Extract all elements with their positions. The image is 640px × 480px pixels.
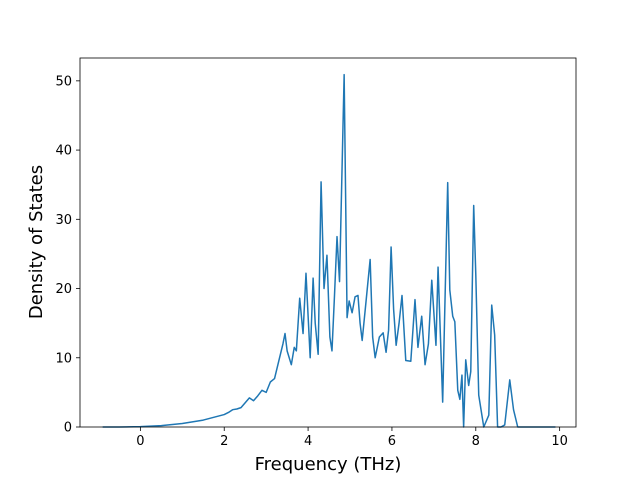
- y-tick-label: 0: [64, 421, 72, 436]
- y-tick-label: 30: [55, 213, 72, 228]
- y-tick-label: 40: [55, 144, 72, 159]
- x-tick-label: 6: [388, 434, 396, 449]
- y-axis-label: Density of States: [26, 165, 47, 319]
- y-tick-label: 10: [55, 351, 72, 366]
- x-tick-label: 4: [304, 434, 312, 449]
- x-tick-label: 0: [136, 434, 144, 449]
- x-axis-label: Frequency (THz): [255, 454, 402, 475]
- y-tick-label: 50: [55, 74, 72, 89]
- plot-frame: [79, 57, 577, 428]
- x-tick-label: 2: [220, 434, 228, 449]
- x-tick-label: 10: [551, 434, 568, 449]
- y-tick-label: 20: [55, 282, 72, 297]
- data-line: [102, 73, 556, 428]
- x-tick-label: 8: [472, 434, 480, 449]
